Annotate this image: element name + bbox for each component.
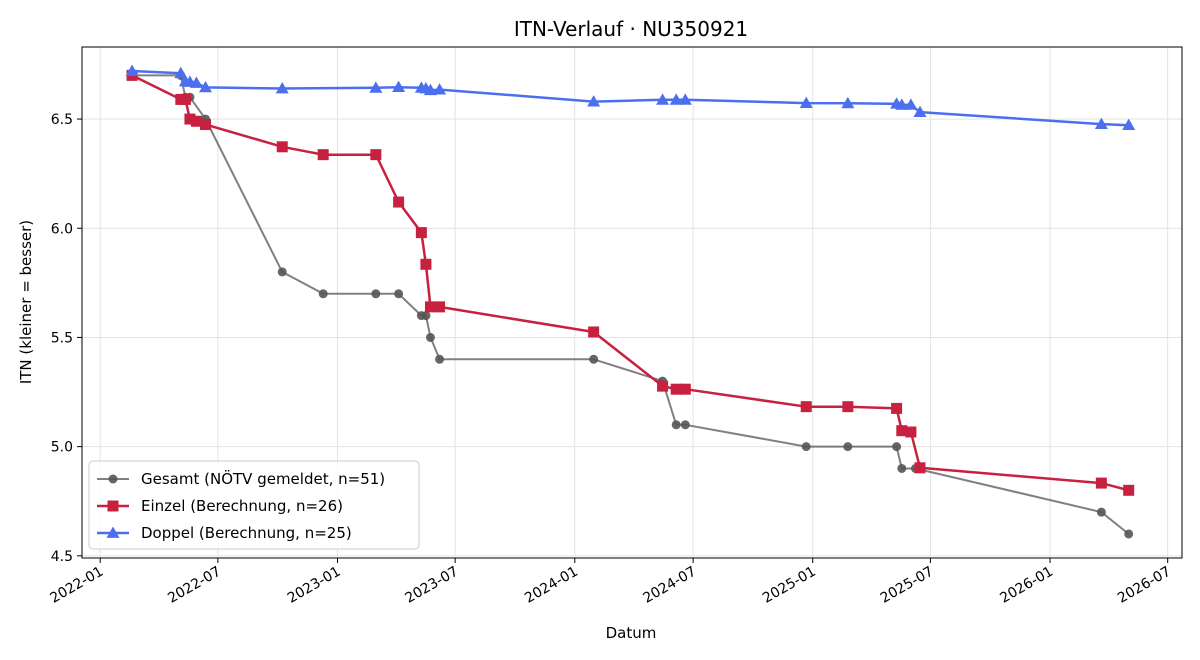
series-2 — [126, 69, 1135, 496]
y-tick-label: 6.0 — [51, 221, 73, 237]
plot-area — [125, 64, 1136, 539]
data-point — [1094, 117, 1108, 129]
x-tick-label: 2023-01 — [285, 564, 344, 607]
data-point — [276, 141, 288, 153]
data-point — [1124, 529, 1134, 539]
y-axis: 4.5 5.0 5.5 6.0 6.5 — [51, 112, 82, 565]
data-point — [433, 83, 447, 95]
chart-title: ITN-Verlauf · NU350921 — [514, 17, 748, 41]
data-point — [897, 463, 907, 473]
x-tick-label: 2026-01 — [997, 564, 1056, 607]
data-point — [914, 462, 926, 474]
data-point — [891, 402, 903, 414]
data-point — [671, 420, 681, 430]
data-point — [174, 66, 188, 79]
data-point — [842, 401, 854, 413]
legend-marker — [108, 474, 118, 484]
legend-marker — [106, 526, 120, 538]
x-tick-label: 2025-07 — [878, 564, 937, 607]
x-tick-label: 2023-07 — [403, 564, 462, 607]
data-point — [913, 105, 927, 117]
data-point — [587, 95, 601, 107]
data-point — [843, 442, 853, 452]
plot-frame — [81, 46, 1183, 559]
series-3 — [125, 64, 1136, 131]
data-point — [199, 80, 213, 93]
data-point — [394, 289, 404, 299]
data-point — [435, 354, 445, 364]
data-point — [1122, 118, 1136, 131]
data-point — [589, 354, 599, 364]
x-axis: 2022-01 2022-07 2023-01 2023-07 2024-01 2024-… — [48, 558, 1174, 607]
x-tick-label: 2025-01 — [760, 564, 819, 607]
data-point — [656, 93, 670, 105]
data-point — [904, 98, 918, 110]
legend-item: Einzel (Berechnung, n=26) — [97, 497, 343, 515]
data-point — [420, 258, 432, 270]
data-point — [434, 301, 446, 313]
data-point — [680, 420, 690, 430]
data-point — [393, 196, 405, 208]
data-point — [425, 332, 435, 342]
x-tick-label: 2026-07 — [1115, 564, 1174, 607]
data-point — [423, 83, 437, 96]
data-point — [799, 96, 813, 108]
data-point — [905, 426, 917, 438]
data-point — [415, 227, 427, 239]
y-tick-label: 4.5 — [51, 549, 73, 565]
data-point — [841, 96, 855, 109]
series-line — [131, 74, 1130, 492]
data-point — [896, 425, 908, 437]
legend-label: Doppel (Berechnung, n=25) — [141, 524, 352, 542]
x-tick-label: 2022-01 — [48, 564, 107, 607]
y-axis-title: ITN (kleiner = besser) — [17, 220, 35, 384]
legend-item: Gesamt (NÖTV gemeldet, n=51) — [97, 469, 385, 488]
data-point — [657, 380, 669, 392]
data-point — [1123, 484, 1135, 496]
data-point — [369, 81, 383, 93]
data-point — [190, 115, 202, 127]
data-point — [588, 326, 600, 338]
data-point — [189, 76, 203, 88]
legend-marker — [107, 500, 119, 512]
y-tick-label: 5.0 — [51, 440, 73, 456]
data-point — [125, 64, 139, 76]
y-tick-label: 6.5 — [51, 112, 73, 128]
data-point — [895, 98, 909, 110]
legend-box — [88, 460, 420, 550]
data-point — [892, 442, 902, 452]
x-axis-title: Datum — [606, 624, 657, 642]
data-point — [277, 267, 287, 277]
data-point — [317, 149, 329, 161]
series-line — [132, 69, 1129, 127]
data-point — [371, 289, 381, 299]
data-point — [1095, 477, 1107, 489]
data-point — [421, 311, 431, 321]
y-tick-label: 5.5 — [51, 330, 73, 346]
data-point — [318, 289, 328, 299]
legend: Gesamt (NÖTV gemeldet, n=51) Einzel (Bere… — [88, 460, 420, 550]
data-point — [200, 119, 212, 131]
legend-item: Doppel (Berechnung, n=25) — [97, 524, 352, 542]
x-tick-label: 2024-01 — [522, 564, 581, 607]
data-point — [670, 383, 682, 395]
data-point — [179, 93, 191, 105]
data-point — [424, 301, 436, 313]
data-point — [679, 383, 691, 395]
data-point — [370, 149, 382, 161]
data-point — [678, 93, 692, 105]
legend-label: Einzel (Berechnung, n=26) — [141, 497, 343, 515]
data-point — [184, 113, 196, 125]
data-point — [800, 401, 812, 413]
x-tick-label: 2024-07 — [640, 564, 699, 607]
data-point — [392, 80, 406, 93]
data-point — [669, 93, 683, 105]
x-tick-label: 2022-07 — [165, 564, 224, 607]
data-point — [1096, 507, 1106, 517]
data-point — [801, 442, 811, 452]
legend-label: Gesamt (NÖTV gemeldet, n=51) — [141, 469, 385, 488]
data-point — [275, 81, 289, 94]
